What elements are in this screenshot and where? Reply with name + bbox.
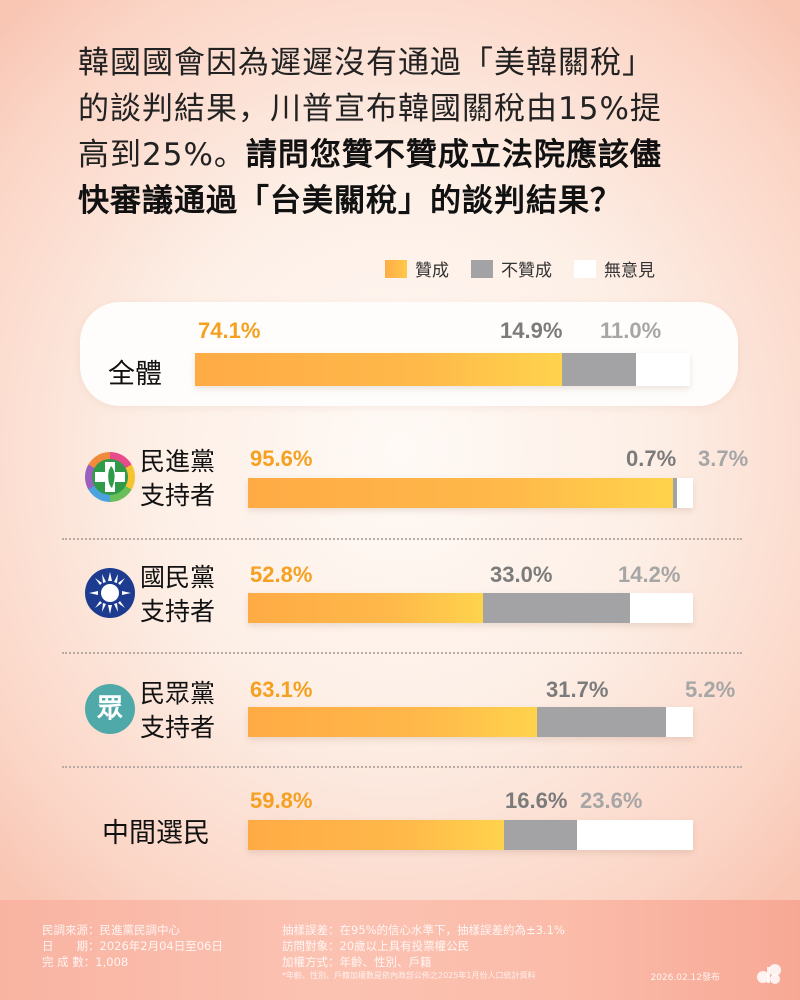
footer-date: 日 期：2026年2月04日至06日	[42, 939, 223, 953]
footer-error: 抽樣誤差：在95%的信心水準下，抽樣誤差約為±3.1%	[282, 923, 565, 937]
question-line-3-bold: 請問您贊不贊成立法院應該儘	[245, 137, 662, 173]
legend-item-yes: 贊成	[385, 256, 449, 281]
row-label: 國民黨	[140, 563, 216, 592]
legend-label-no: 不贊成	[501, 261, 552, 281]
bar-segment-none	[635, 353, 690, 386]
footer-survey-info: 民調來源：民進黨民調中心 日 期：2026年2月04日至06日 完 成 數：1,…	[42, 922, 223, 970]
tpp-logo-icon: 眾	[85, 684, 135, 734]
question-line-3-normal: 高到25%。	[78, 137, 246, 173]
pct-no: 16.6%	[505, 788, 568, 813]
footer-published-date: 2026.02.12發布	[650, 973, 720, 983]
legend-label-none: 無意見	[604, 261, 655, 281]
pct-yes: 59.8%	[250, 788, 313, 813]
row-divider	[62, 766, 742, 768]
pct-none: 5.2%	[685, 677, 736, 702]
pct-yes: 52.8%	[250, 562, 313, 587]
stacked-bar	[248, 593, 693, 623]
bar-segment-yes	[248, 707, 538, 737]
stacked-bar	[248, 707, 693, 737]
bar-segment-no	[503, 820, 578, 850]
row-divider	[62, 652, 742, 654]
bar-segment-no	[673, 478, 677, 508]
footer: 民調來源：民進黨民調中心 日 期：2026年2月04日至06日 完 成 數：1,…	[0, 900, 800, 1000]
pct-yes: 95.6%	[250, 446, 313, 471]
question-line-2: 的談判結果，川普宣布韓國關稅由15%提	[78, 91, 662, 127]
row-label-2: 支持者	[140, 597, 216, 626]
survey-question: 韓國國會因為遲遲沒有通過「美韓關稅」 的談判結果，川普宣布韓國關稅由15%提 高…	[78, 40, 738, 224]
bar-segment-none	[629, 593, 693, 623]
row-label: 中間選民	[102, 818, 210, 849]
pct-no: 0.7%	[626, 446, 677, 471]
row-label-2: 支持者	[140, 481, 216, 510]
bar-segment-none	[666, 707, 693, 737]
bar-segment-none	[676, 478, 693, 508]
question-line-1: 韓國國會因為遲遲沒有通過「美韓關稅」	[78, 45, 654, 81]
pct-none: 11.0%	[600, 318, 662, 343]
bar-segment-yes	[248, 593, 483, 623]
pct-none: 23.6%	[580, 788, 643, 813]
footer-method-info: 抽樣誤差：在95%的信心水準下，抽樣誤差約為±3.1% 訪問對象：20歲以上具有…	[282, 922, 565, 982]
pct-yes: 63.1%	[250, 677, 313, 702]
stacked-bar	[195, 353, 690, 386]
question-line-3: 高到25%。請問您贊不贊成立法院應該儘	[78, 132, 738, 178]
pct-no: 31.7%	[546, 677, 609, 702]
row-label-2: 支持者	[140, 713, 216, 742]
stacked-bar	[248, 820, 693, 850]
pct-none: 3.7%	[698, 446, 749, 471]
legend-item-no: 不贊成	[471, 256, 552, 281]
dpp-logo-icon	[85, 452, 135, 502]
legend-item-none: 無意見	[574, 256, 655, 281]
row-label: 民眾黨	[140, 679, 216, 708]
pct-yes: 74.1%	[198, 318, 261, 343]
footer-target: 訪問對象：20歲以上具有投票權公民	[282, 939, 470, 953]
question-line-4: 快審議通過「台美關稅」的談判結果？	[78, 183, 622, 219]
bar-segment-yes	[248, 478, 674, 508]
footer-note: *年齡、性別、戶籍加權數是依內政部公佈之2025年1月份人口統計資料	[282, 971, 536, 980]
bar-segment-no	[561, 353, 636, 386]
dpp-brand-logo-icon	[756, 963, 782, 985]
footer-count: 完 成 數：1,008	[42, 955, 129, 969]
chart-legend: 贊成 不贊成 無意見	[385, 256, 677, 281]
legend-swatch-no	[471, 259, 493, 278]
legend-label-yes: 贊成	[415, 261, 449, 281]
bar-segment-none	[577, 820, 693, 850]
pct-none: 14.2%	[618, 562, 681, 587]
bar-segment-yes	[195, 353, 562, 386]
bar-segment-no	[482, 593, 630, 623]
pct-no: 33.0%	[490, 562, 553, 587]
row-divider	[62, 538, 742, 540]
bar-segment-yes	[248, 820, 504, 850]
row-label: 民進黨	[140, 447, 216, 476]
kmt-logo-icon	[85, 568, 135, 618]
legend-swatch-yes	[385, 259, 407, 278]
pct-no: 14.9%	[500, 318, 563, 343]
bar-segment-no	[537, 707, 667, 737]
footer-weight: 加權方式：年齡、性別、戶籍	[282, 955, 432, 969]
footer-source: 民調來源：民進黨民調中心	[42, 923, 180, 937]
legend-swatch-none	[574, 259, 596, 278]
stacked-bar	[248, 478, 693, 508]
row-label: 全體	[108, 359, 162, 390]
